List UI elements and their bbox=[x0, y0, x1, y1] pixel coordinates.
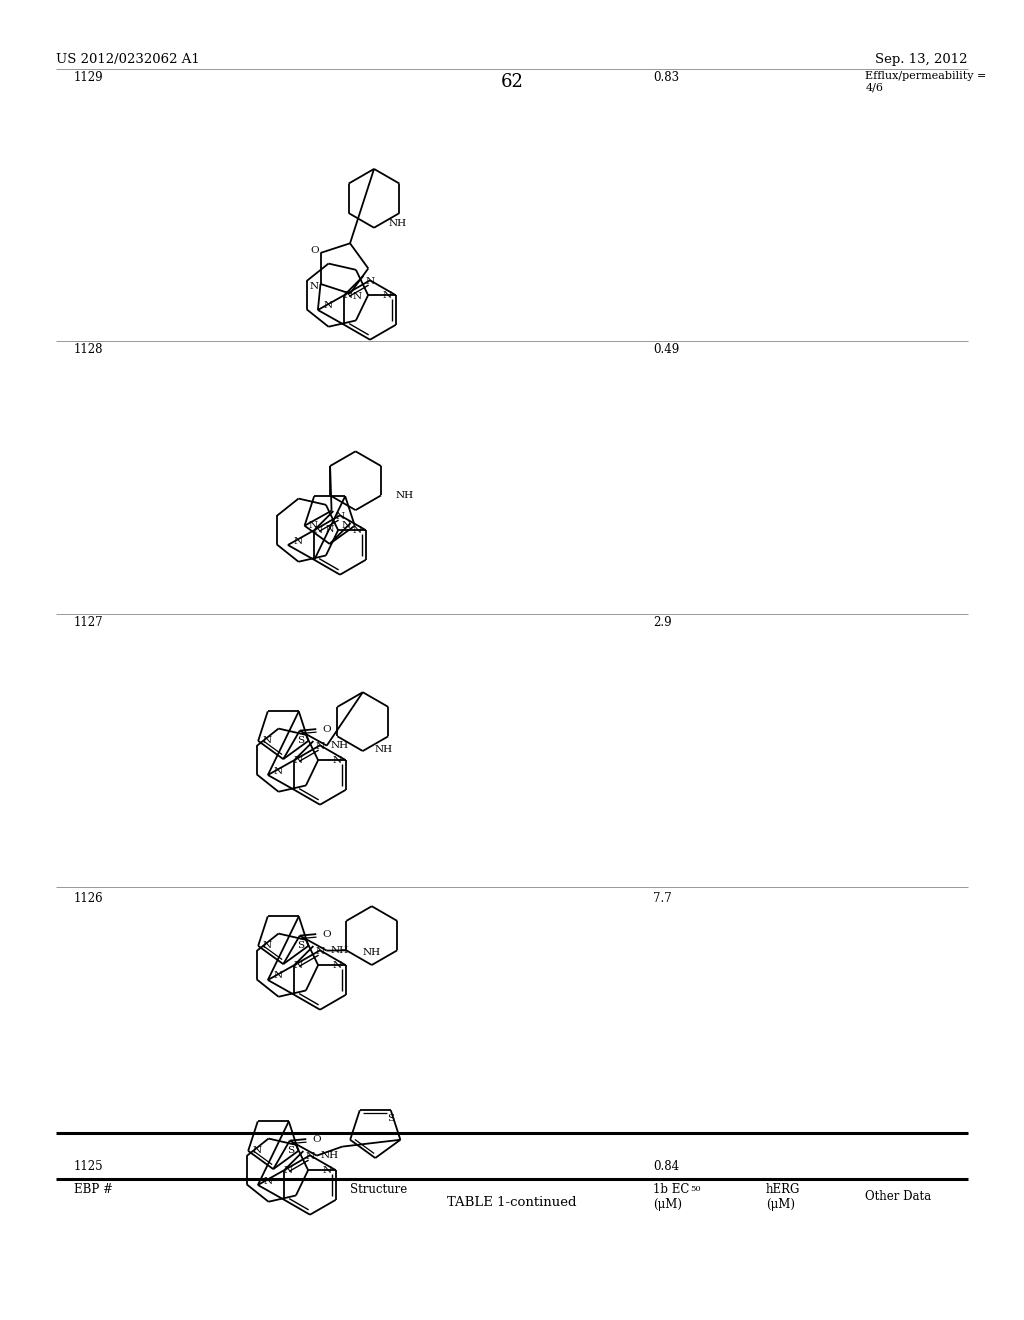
Text: NH: NH bbox=[388, 219, 407, 228]
Text: hERG: hERG bbox=[766, 1183, 801, 1196]
Text: 1129: 1129 bbox=[74, 71, 103, 84]
Text: Other Data: Other Data bbox=[865, 1189, 932, 1203]
Text: N: N bbox=[294, 961, 303, 970]
Text: N: N bbox=[366, 277, 375, 286]
Text: O: O bbox=[323, 929, 331, 939]
Text: N: N bbox=[383, 290, 392, 300]
Text: N: N bbox=[352, 525, 361, 535]
Text: N: N bbox=[342, 521, 351, 531]
Text: O: O bbox=[310, 246, 318, 255]
Text: S: S bbox=[297, 737, 304, 746]
Text: 62: 62 bbox=[501, 73, 523, 91]
Text: N: N bbox=[294, 755, 303, 764]
Text: TABLE 1-continued: TABLE 1-continued bbox=[447, 1196, 577, 1209]
Text: 0.83: 0.83 bbox=[653, 71, 680, 84]
Text: (μM): (μM) bbox=[653, 1197, 682, 1210]
Text: N: N bbox=[294, 536, 303, 545]
Text: NH: NH bbox=[375, 744, 393, 754]
Text: S: S bbox=[297, 941, 304, 950]
Text: N: N bbox=[309, 282, 318, 290]
Text: N: N bbox=[326, 525, 334, 535]
Text: 1b EC: 1b EC bbox=[653, 1183, 690, 1196]
Text: S: S bbox=[387, 1114, 394, 1123]
Text: 2.9: 2.9 bbox=[653, 616, 672, 630]
Text: N: N bbox=[352, 292, 361, 301]
Text: O: O bbox=[323, 725, 331, 734]
Text: Sep. 13, 2012: Sep. 13, 2012 bbox=[876, 53, 968, 66]
Text: 1127: 1127 bbox=[74, 616, 103, 630]
Text: N: N bbox=[305, 1152, 314, 1160]
Text: NH: NH bbox=[331, 946, 349, 956]
Text: N: N bbox=[315, 946, 325, 956]
Text: N: N bbox=[344, 290, 353, 300]
Text: N: N bbox=[323, 1166, 332, 1175]
Text: US 2012/0232062 A1: US 2012/0232062 A1 bbox=[56, 53, 200, 66]
Text: 50: 50 bbox=[690, 1185, 701, 1193]
Text: N: N bbox=[308, 521, 317, 531]
Text: (μM): (μM) bbox=[766, 1197, 795, 1210]
Text: 7.7: 7.7 bbox=[653, 892, 672, 906]
Text: 1126: 1126 bbox=[74, 892, 103, 906]
Text: N: N bbox=[315, 742, 325, 751]
Text: N: N bbox=[333, 755, 342, 764]
Text: O: O bbox=[312, 1135, 321, 1143]
Text: N: N bbox=[262, 941, 271, 950]
Text: N: N bbox=[262, 737, 271, 746]
Text: 1128: 1128 bbox=[74, 343, 103, 356]
Text: EBP #: EBP # bbox=[74, 1183, 113, 1196]
Text: NH: NH bbox=[321, 1151, 339, 1160]
Text: N: N bbox=[273, 972, 283, 981]
Text: N: N bbox=[264, 1176, 273, 1185]
Text: S: S bbox=[288, 1146, 294, 1155]
Text: NH: NH bbox=[331, 741, 349, 750]
Text: 0.84: 0.84 bbox=[653, 1160, 680, 1173]
Text: N: N bbox=[252, 1146, 261, 1155]
Text: N: N bbox=[333, 961, 342, 970]
Text: Structure: Structure bbox=[350, 1183, 408, 1196]
Text: Efflux/permeability =
4/6: Efflux/permeability = 4/6 bbox=[865, 71, 987, 92]
Text: NH: NH bbox=[362, 948, 381, 957]
Text: N: N bbox=[284, 1166, 293, 1175]
Text: 0.49: 0.49 bbox=[653, 343, 680, 356]
Text: N: N bbox=[336, 512, 344, 521]
Text: 1125: 1125 bbox=[74, 1160, 103, 1173]
Text: N: N bbox=[273, 767, 283, 776]
Text: N: N bbox=[324, 301, 333, 310]
Text: NH: NH bbox=[395, 491, 413, 500]
Text: N: N bbox=[313, 525, 323, 535]
